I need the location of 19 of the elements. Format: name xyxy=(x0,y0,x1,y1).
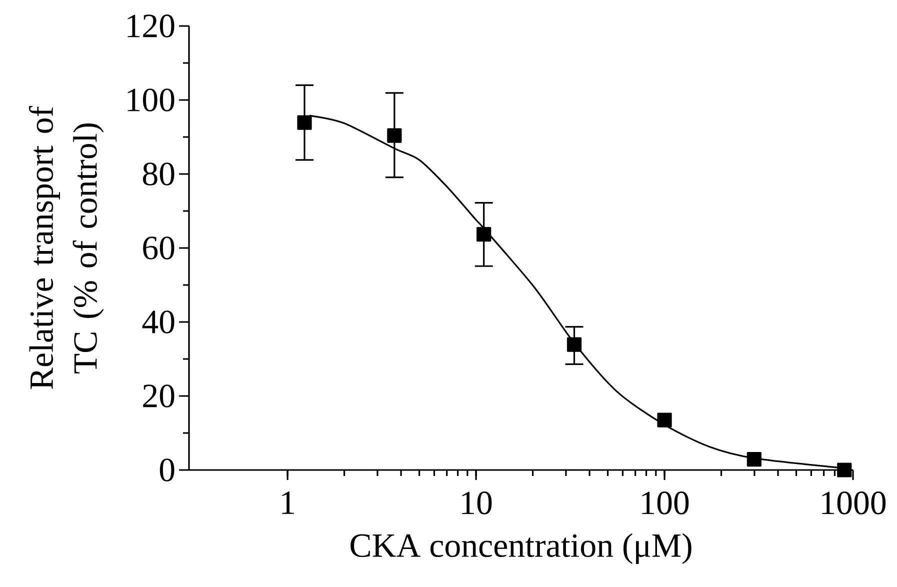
y-tick-label: 60 xyxy=(143,236,174,260)
point xyxy=(297,115,312,130)
y-tick-label: 80 xyxy=(142,162,174,186)
point xyxy=(387,128,402,143)
point xyxy=(657,412,672,428)
y-tick-label: 120 xyxy=(128,14,174,38)
x-tick-label: 10 xyxy=(462,492,492,514)
point xyxy=(476,227,492,242)
point xyxy=(746,452,762,467)
x-tick-label: 1 xyxy=(282,492,294,514)
y-tick-label: 100 xyxy=(128,88,174,112)
x-tick-label: 100 xyxy=(642,492,689,514)
x-axis-title: CKA concentration (μM) xyxy=(350,533,692,564)
y-tick-label: 40 xyxy=(142,310,174,334)
x-tick-label: 1000 xyxy=(822,492,886,514)
point xyxy=(566,337,582,352)
y-axis-title: Relative transport of TC (% of control) xyxy=(28,106,104,390)
y-tick-label: 20 xyxy=(143,384,174,408)
y-tick-label: 0 xyxy=(160,458,174,482)
